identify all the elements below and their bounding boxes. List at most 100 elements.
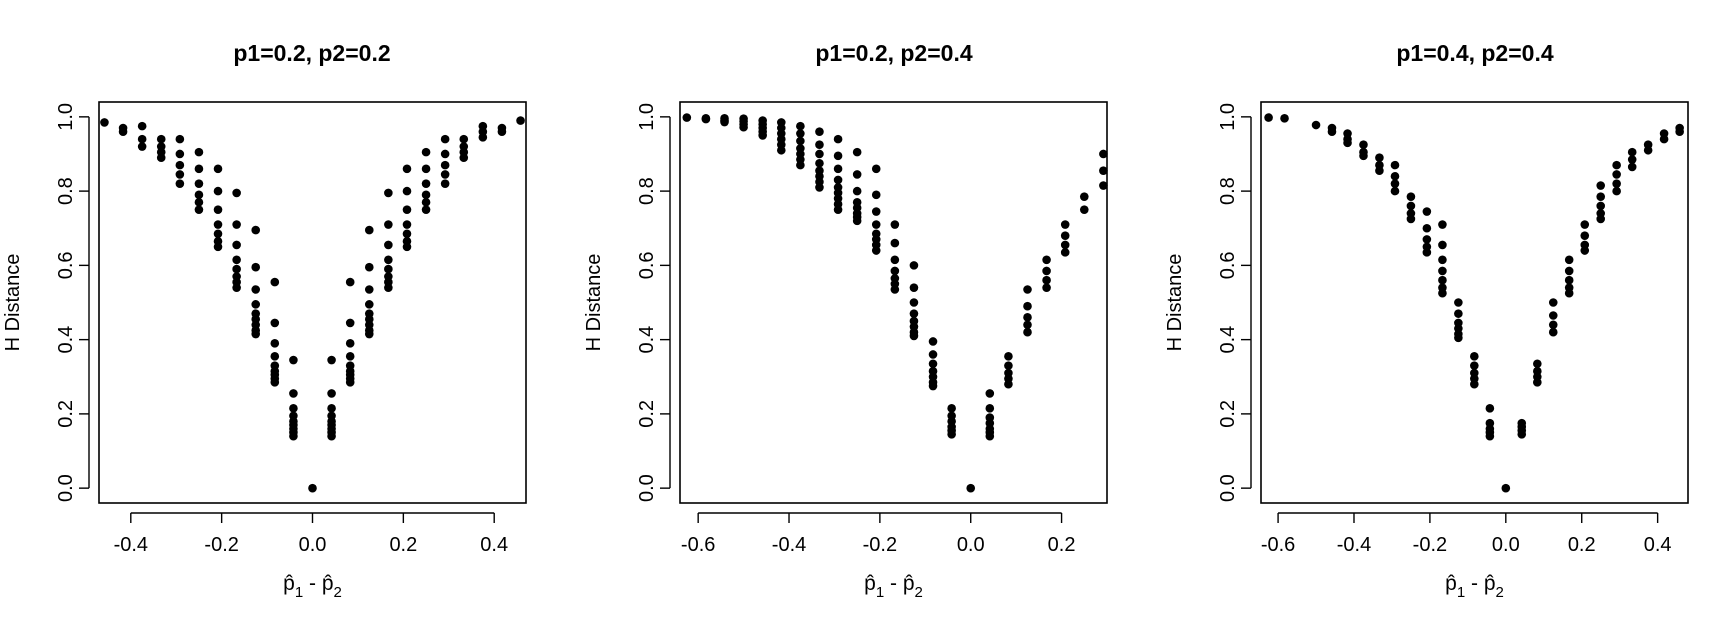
data-point	[1643, 145, 1653, 155]
data-point	[1564, 275, 1574, 285]
data-point	[194, 190, 204, 200]
panel-title: p1=0.4, p2=0.4	[1396, 40, 1553, 66]
data-point	[833, 205, 843, 214]
data-point	[213, 164, 223, 174]
data-point	[156, 134, 166, 144]
x-tick-label: 0.4	[1644, 534, 1672, 556]
data-point	[1422, 207, 1432, 216]
data-point	[1548, 298, 1558, 307]
data-point	[1375, 153, 1384, 162]
data-point	[985, 431, 995, 441]
data-point	[384, 220, 393, 229]
data-point	[402, 220, 412, 229]
data-point	[384, 188, 393, 198]
data-point	[909, 283, 919, 292]
data-point	[796, 121, 805, 131]
data-point	[796, 136, 805, 146]
x-tick-label: 0.2	[1568, 534, 1596, 556]
data-point	[213, 186, 223, 196]
data-point	[421, 164, 431, 174]
data-point	[516, 116, 525, 125]
data-point	[1406, 201, 1416, 211]
data-point	[1454, 298, 1463, 307]
data-point	[871, 246, 881, 255]
x-axis-label-part: 2	[334, 584, 342, 601]
data-point	[871, 207, 881, 216]
y-tick-label: 0.8	[55, 177, 77, 205]
data-point	[1060, 220, 1070, 229]
data-point	[1422, 223, 1432, 233]
data-point	[327, 431, 336, 441]
x-tick-label: -0.2	[204, 534, 238, 556]
data-point	[440, 170, 450, 179]
data-point	[327, 389, 336, 398]
data-point	[1596, 201, 1606, 211]
data-point	[682, 113, 692, 122]
panel-title: p1=0.2, p2=0.4	[815, 40, 972, 66]
data-point	[175, 170, 185, 179]
x-axis-label-part: 1	[876, 584, 884, 601]
data-point	[1627, 147, 1637, 157]
data-point	[1390, 160, 1400, 170]
data-point	[1596, 181, 1606, 190]
data-point	[1023, 320, 1032, 330]
data-point	[1548, 320, 1558, 330]
data-point	[815, 183, 824, 192]
data-point	[796, 129, 805, 138]
data-point	[1612, 186, 1621, 196]
data-point	[1517, 430, 1527, 439]
data-point	[871, 190, 881, 200]
y-tick-label: 0.4	[1217, 326, 1239, 354]
data-point	[308, 483, 317, 493]
x-axis-label: p̂1 - p̂2	[864, 572, 923, 601]
data-point	[440, 149, 450, 159]
plot-frame	[679, 101, 1108, 504]
data-point	[421, 205, 431, 214]
x-tick-label: 0.0	[1492, 534, 1520, 556]
data-point	[1099, 149, 1108, 159]
x-tick-label: 0.4	[480, 534, 508, 556]
y-tick-label: 0.8	[636, 177, 658, 205]
data-point	[1612, 160, 1621, 170]
data-point	[1079, 205, 1089, 214]
data-point	[1564, 288, 1574, 298]
data-point	[1004, 361, 1013, 370]
data-point	[440, 179, 450, 188]
data-point	[232, 220, 241, 229]
data-point	[289, 404, 298, 413]
data-point	[364, 285, 374, 294]
data-point	[175, 149, 185, 159]
data-point	[739, 122, 748, 132]
data-point	[1390, 186, 1400, 196]
data-point	[232, 283, 241, 292]
data-point	[251, 329, 261, 339]
x-axis-label-part: p̂	[864, 572, 876, 595]
data-point	[890, 266, 900, 276]
data-point	[345, 339, 355, 348]
data-point	[402, 242, 412, 252]
y-tick-label: 0.6	[55, 251, 77, 279]
y-tick-label: 0.0	[1217, 474, 1239, 502]
y-axis-label: H Distance	[1164, 254, 1186, 352]
data-point	[270, 352, 280, 361]
data-point	[833, 164, 843, 174]
data-point	[175, 134, 185, 144]
data-point	[909, 298, 919, 307]
data-point	[1023, 301, 1032, 311]
data-point	[364, 225, 374, 235]
data-point	[1390, 171, 1400, 181]
data-point	[1470, 352, 1479, 361]
data-point	[194, 197, 204, 207]
data-point	[758, 131, 767, 140]
data-point	[985, 389, 995, 398]
y-tick-label: 0.6	[1217, 251, 1239, 279]
y-tick-label: 0.6	[636, 251, 658, 279]
data-point	[1438, 220, 1447, 229]
data-point	[890, 255, 900, 265]
data-point	[852, 170, 862, 179]
data-point	[459, 134, 469, 144]
panel-title: p1=0.2, p2=0.2	[233, 40, 390, 66]
data-point	[1359, 140, 1368, 149]
data-point	[1454, 333, 1463, 343]
